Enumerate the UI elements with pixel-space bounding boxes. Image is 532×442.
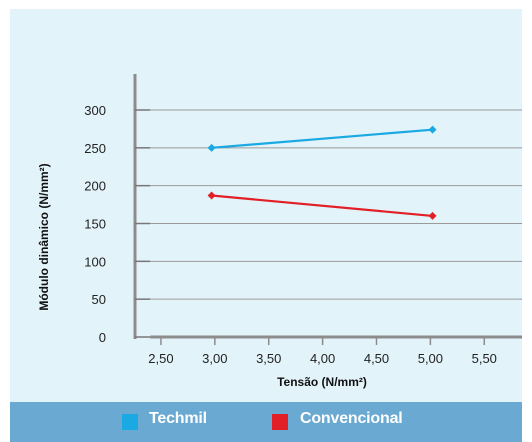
- x-axis-title: Tensão (N/mm²): [277, 375, 367, 389]
- data-point-techmil: [207, 143, 216, 152]
- data-point-techmil: [428, 125, 437, 134]
- y-axis-title: Módulo dinâmico (N/mm²): [37, 163, 51, 310]
- x-tick-label: 4,50: [364, 351, 389, 366]
- x-axis-ticks: 2,50 3,00 3,50 4,00 4,50 5,00 5,50: [148, 337, 497, 366]
- x-tick-label: 3,50: [256, 351, 281, 366]
- series-line-techmil: [211, 128, 433, 149]
- y-tick-label: 300: [84, 103, 106, 118]
- legend: Techmil Convencional: [10, 402, 522, 442]
- legend-label-techmil: Techmil: [149, 410, 207, 427]
- line-chart: 0 50 100 150 200 250 300 2,50 3,00 3,50 4,00 4,50 5…: [37, 74, 522, 389]
- legend-swatch-convencional: [272, 414, 288, 430]
- chart-frame: 0 50 100 150 200 250 300 2,50 3,00 3,50 4,00 4,50 5…: [10, 9, 522, 442]
- data-point-convencional: [207, 191, 216, 200]
- legend-swatch-techmil: [122, 414, 138, 430]
- y-axis-ticks: 0 50 100 150 200 250 300: [84, 103, 151, 345]
- y-tick-label: 150: [84, 217, 106, 232]
- y-tick-label: 250: [84, 141, 106, 156]
- axes: [133, 74, 522, 339]
- y-tick-label: 100: [84, 254, 106, 269]
- y-tick-label: 0: [99, 330, 106, 345]
- x-tick-label: 4,00: [310, 351, 335, 366]
- legend-label-convencional: Convencional: [300, 410, 403, 427]
- x-tick-label: 5,00: [418, 351, 443, 366]
- x-tick-label: 2,50: [148, 351, 173, 366]
- x-tick-label: 3,00: [202, 351, 227, 366]
- series-lines: [207, 125, 437, 220]
- data-point-convencional: [428, 211, 437, 220]
- x-tick-label: 5,50: [472, 351, 497, 366]
- y-tick-label: 200: [84, 179, 106, 194]
- y-tick-label: 50: [92, 292, 106, 307]
- series-line-convencional: [211, 194, 433, 218]
